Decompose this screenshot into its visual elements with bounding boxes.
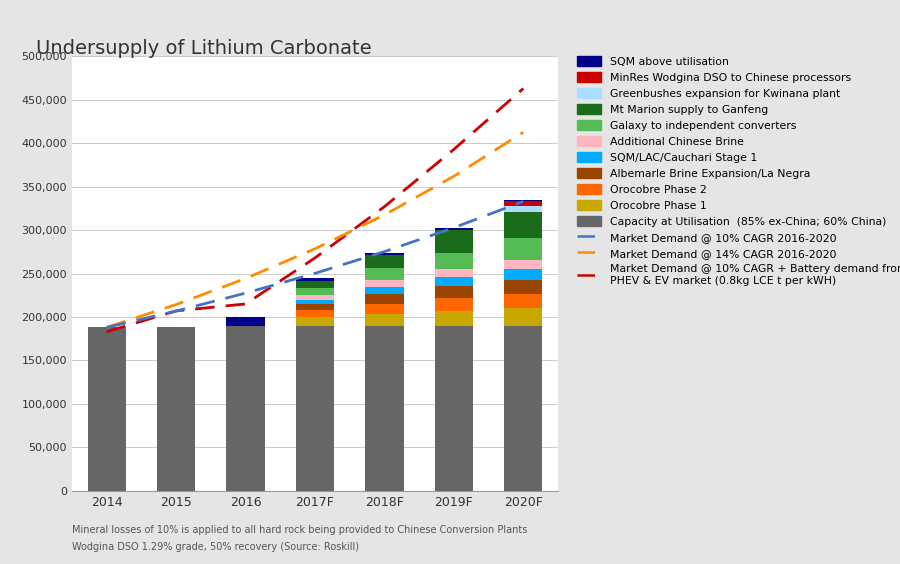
Bar [504, 212, 543, 238]
Bar [504, 309, 543, 325]
Bar [296, 278, 334, 281]
Bar [435, 269, 473, 277]
Text: Undersupply of Lithium Carbonate: Undersupply of Lithium Carbonate [36, 39, 372, 59]
Bar [504, 238, 543, 259]
Bar [365, 304, 403, 314]
Bar [365, 255, 403, 268]
Bar [504, 269, 543, 280]
Bar [435, 228, 473, 230]
Bar [296, 317, 334, 325]
Bar [296, 288, 334, 296]
Bar [504, 293, 543, 309]
Bar [504, 259, 543, 269]
Bar [365, 314, 403, 325]
Bar [227, 325, 265, 491]
Bar [296, 304, 334, 310]
Bar [435, 286, 473, 298]
Bar [504, 325, 543, 491]
Bar [296, 296, 334, 299]
Bar [158, 327, 195, 491]
Text: Mineral losses of 10% is applied to all hard rock being provided to Chinese Conv: Mineral losses of 10% is applied to all … [72, 525, 527, 535]
Bar [504, 280, 543, 293]
Bar [296, 310, 334, 317]
Bar [504, 201, 543, 206]
Text: Wodgina DSO 1.29% grade, 50% recovery (Source: Roskill): Wodgina DSO 1.29% grade, 50% recovery (S… [72, 542, 359, 552]
Bar [365, 325, 403, 491]
Bar [296, 281, 334, 288]
Bar [87, 327, 126, 491]
Bar [435, 277, 473, 286]
Bar [365, 280, 403, 287]
Bar [365, 268, 403, 280]
Legend: SQM above utilisation, MinRes Wodgina DSO to Chinese processors, Greenbushes exp: SQM above utilisation, MinRes Wodgina DS… [578, 56, 900, 286]
Bar [365, 293, 403, 304]
Bar [296, 325, 334, 491]
Bar [435, 253, 473, 269]
Bar [435, 311, 473, 325]
Bar [435, 325, 473, 491]
Bar [504, 200, 543, 201]
Bar [365, 253, 403, 255]
Bar [365, 287, 403, 293]
Bar [504, 206, 543, 212]
Bar [435, 230, 473, 253]
Bar [435, 298, 473, 311]
Bar [296, 299, 334, 304]
Bar [227, 317, 265, 325]
